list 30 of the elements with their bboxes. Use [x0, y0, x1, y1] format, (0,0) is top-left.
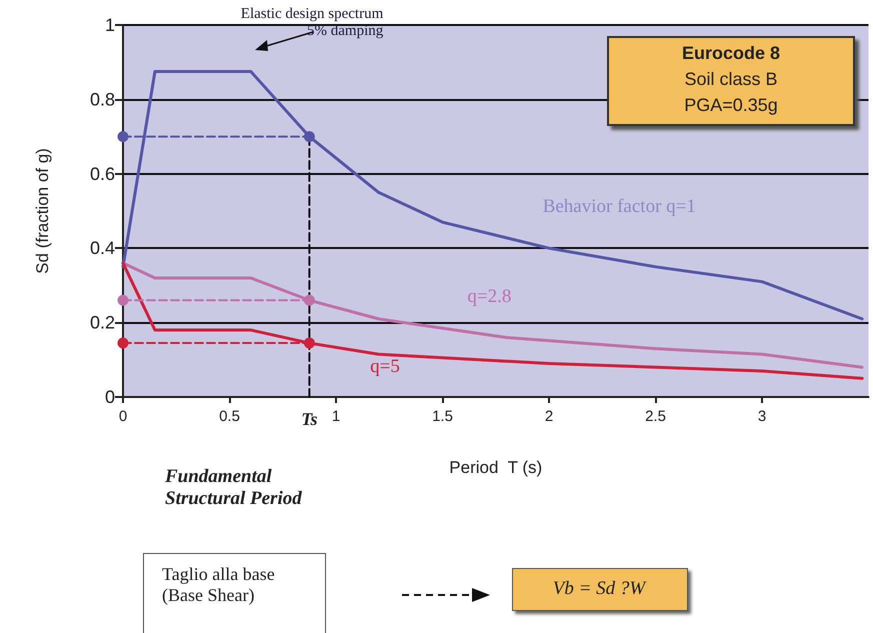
- point: [118, 131, 128, 142]
- y-tick-label: 0: [104, 387, 115, 407]
- annotation: Ts: [299, 409, 320, 430]
- text: Fundamental Structural Period: [165, 466, 302, 510]
- y-tick-label: 0.4: [90, 238, 115, 258]
- y-tick-label: 0.6: [90, 164, 115, 184]
- point: [304, 294, 315, 306]
- point: [118, 338, 128, 349]
- x-tick-label: 3: [758, 408, 766, 425]
- x-tick-label: 0.5: [219, 408, 240, 425]
- line-series: [122, 70, 864, 320]
- y-tick-label: 0.8: [90, 89, 115, 110]
- x-tick-label: 2: [544, 408, 554, 425]
- annotation: Behavior factor q=1: [542, 196, 696, 218]
- y-axis-title: Sd (fraction of g): [33, 148, 52, 274]
- y-tick-label: 0.2: [90, 312, 115, 333]
- annotation: q=2.8: [467, 286, 512, 308]
- x-axis-title: Period T (s): [449, 458, 542, 477]
- y-tick-label: 1: [104, 15, 115, 35]
- annotation: Elastic design spectrum 5% damping: [240, 6, 384, 40]
- point: [304, 131, 315, 142]
- x-tick-label: 0: [118, 408, 128, 425]
- x-tick-label: 1: [332, 408, 340, 425]
- annotation: Eurocode 8 Soil class B PGA=0.35g: [680, 42, 782, 118]
- x-tick-label: 1.5: [432, 408, 453, 425]
- text: Taglio alla base (Base Shear): [143, 553, 326, 633]
- point: [304, 338, 315, 349]
- x-tick-label: 2.5: [645, 408, 666, 425]
- point: [118, 294, 128, 306]
- annotation: q=5: [370, 356, 400, 378]
